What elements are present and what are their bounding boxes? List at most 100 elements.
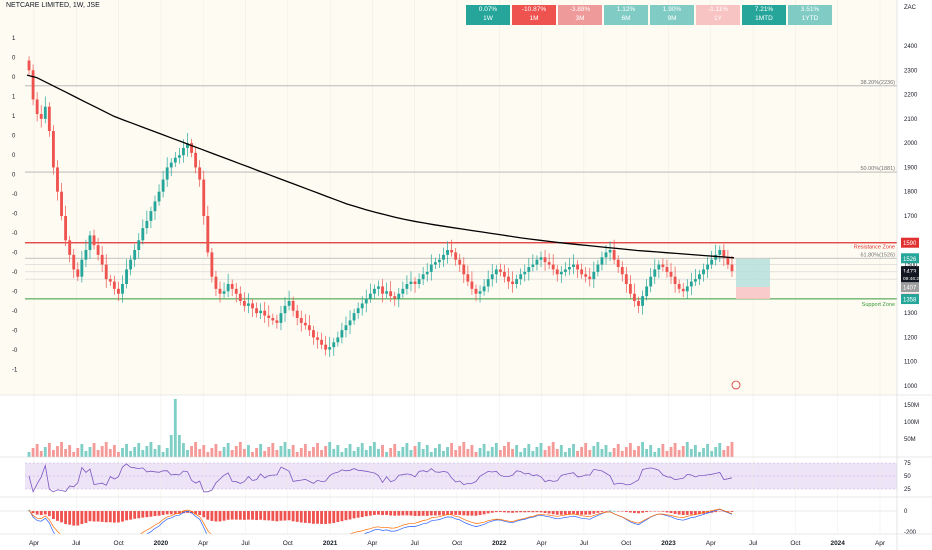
candle-body — [348, 320, 352, 326]
macd-histogram-bar — [190, 511, 193, 514]
candle-body — [226, 284, 230, 292]
volume-bar — [242, 449, 246, 457]
candle-body — [592, 271, 596, 280]
volume-bar — [531, 451, 535, 457]
macd-histogram-bar — [624, 511, 628, 512]
candle-body — [210, 252, 214, 277]
macd-histogram-bar — [714, 511, 718, 513]
candle-body — [251, 303, 254, 309]
candle-body — [108, 279, 112, 282]
candle-body — [72, 254, 76, 270]
macd-histogram-bar — [299, 511, 303, 523]
x-tick-label: Jul — [72, 540, 81, 547]
candle-body — [523, 271, 527, 275]
performance-period: 1Y — [714, 15, 722, 22]
candle-body — [653, 269, 657, 277]
volume-bar — [730, 442, 734, 457]
macd-histogram-bar — [673, 511, 677, 514]
macd-histogram-bar — [730, 511, 734, 512]
volume-bar — [527, 444, 531, 457]
volume-bar — [43, 447, 47, 457]
y-tick-label: 2000 — [904, 141, 918, 147]
volume-bar — [39, 451, 43, 457]
volume-bar — [665, 451, 669, 457]
left-tick-label: -0 — [12, 192, 18, 198]
volume-bar — [572, 444, 575, 457]
macd-histogram-bar — [604, 511, 608, 512]
candle-body — [401, 288, 405, 294]
candle-body — [458, 259, 462, 265]
macd-histogram-bar — [372, 511, 376, 515]
candle-body — [442, 254, 445, 260]
candle-body — [576, 264, 579, 270]
performance-box: -10.87% 1M — [512, 5, 556, 25]
volume-bar — [385, 452, 389, 457]
macd-histogram-bar — [125, 511, 128, 521]
macd-histogram-bar — [446, 511, 449, 515]
time-axis[interactable]: Apr Jul Oct 2020 Apr Jul Oct 2021 Apr Jul Oct 2022 A… — [0, 534, 932, 550]
volume-bar — [381, 445, 384, 457]
macd-histogram-bar — [279, 511, 283, 521]
candle-body — [194, 152, 198, 168]
macd-histogram-bar — [100, 511, 104, 522]
volume-bar — [226, 443, 230, 457]
price-axis[interactable]: ZAC2400230022002100200019001800170016001… — [904, 5, 918, 390]
volume-bar — [68, 445, 72, 457]
macd-histogram-bar — [328, 511, 332, 524]
left-tick-label: 0 — [12, 134, 16, 140]
candle-body — [320, 339, 324, 345]
x-tick-label: Jul — [580, 540, 589, 547]
volume-bar — [450, 443, 454, 457]
volume-bar — [523, 448, 527, 457]
macd-histogram-bar — [397, 511, 401, 516]
candle-body — [462, 264, 466, 275]
x-tick-label: Apr — [367, 540, 378, 547]
macd-histogram-bar — [507, 511, 510, 513]
y-tick-label: 2100 — [904, 117, 918, 123]
volume-bar — [230, 450, 234, 457]
price-tag — [901, 237, 919, 248]
volume-bar — [198, 449, 202, 457]
macd-histogram-bar — [72, 511, 76, 526]
macd-histogram-bar — [267, 511, 271, 521]
candle-body — [117, 288, 120, 294]
macd-histogram-bar — [641, 511, 644, 513]
candle-body — [677, 284, 681, 289]
candle-body — [389, 291, 393, 297]
volume-bar — [462, 442, 466, 457]
x-tick-label: 2020 — [154, 540, 169, 547]
candle-body — [275, 320, 279, 323]
candle-body — [64, 216, 68, 241]
candle-body — [100, 254, 104, 265]
volume-bar — [458, 446, 462, 457]
macd-histogram-bar — [368, 511, 372, 516]
candle-body — [360, 303, 364, 309]
macd-histogram-bar — [234, 511, 238, 520]
volume-bar — [104, 442, 108, 457]
long-position-stop-zone[interactable] — [736, 287, 770, 299]
candle-body — [157, 191, 161, 202]
long-position-profit-zone[interactable] — [736, 259, 770, 287]
left-tick-label: 1 — [12, 36, 16, 42]
candle-body — [60, 191, 63, 216]
macd-histogram-bar — [56, 511, 59, 521]
x-tick-label: Apr — [537, 540, 548, 547]
candle-body — [637, 301, 640, 306]
candle-body — [324, 344, 328, 350]
volume-bar — [685, 442, 689, 457]
macd-histogram-bar — [157, 511, 161, 516]
dividend-icon[interactable] — [731, 380, 741, 390]
candle-body — [543, 257, 547, 263]
performance-box: 7.21% 1MTD — [742, 5, 786, 25]
volume-bar — [442, 451, 445, 457]
macd-histogram-bar — [393, 511, 397, 516]
macd-histogram-bar — [458, 511, 462, 515]
candle-body — [645, 286, 649, 297]
macd-histogram-bar — [202, 511, 206, 518]
left-tick-label: 0 — [12, 56, 16, 62]
candle-body — [202, 179, 206, 216]
candle-body — [539, 257, 543, 260]
volume-bar — [490, 447, 494, 457]
price-tag — [901, 272, 919, 283]
